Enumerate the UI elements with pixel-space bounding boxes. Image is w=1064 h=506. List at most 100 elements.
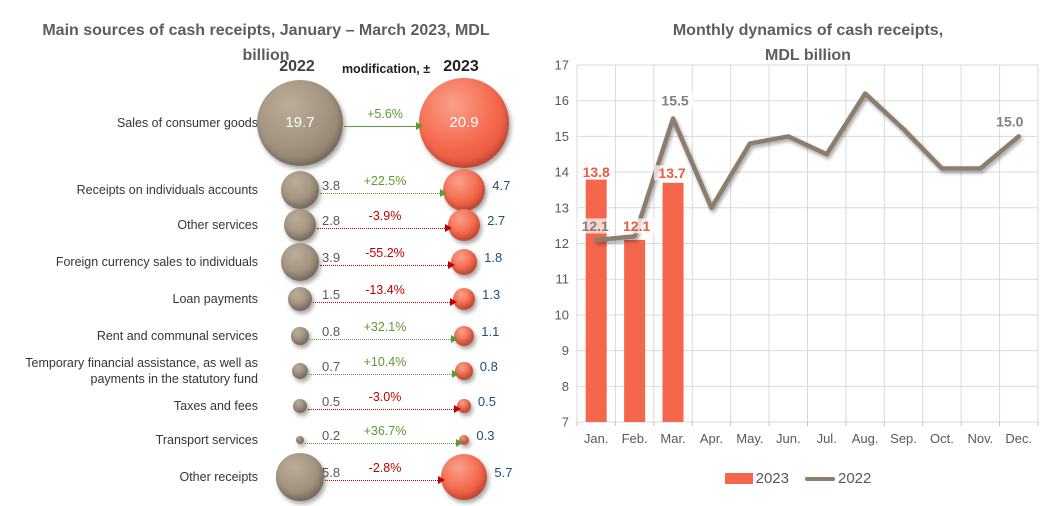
svg-text:Nov.: Nov.: [967, 431, 993, 446]
combo-chart-panel: Monthly dynamics of cash receipts, MDL bi…: [532, 0, 1064, 506]
legend-item-2022: 2022: [805, 470, 871, 487]
left-chart-title: Main sources of cash receipts, January –…: [2, 18, 530, 68]
left-chart-title-line1: Main sources of cash receipts, January –…: [42, 22, 490, 40]
svg-text:13.8: 13.8: [583, 164, 610, 180]
value-2022: 3.8: [322, 178, 341, 193]
value-2022: 19.7: [285, 114, 315, 132]
value-2022: 3.9: [322, 250, 341, 265]
row-label: Temporary financial assistance, as well …: [25, 356, 258, 386]
bubble-2023: [452, 287, 476, 311]
legend-swatch-2022-line: [805, 476, 835, 481]
change-arrow: [324, 476, 445, 485]
svg-text:Jan.: Jan.: [584, 431, 609, 446]
change-pct: +32.1%: [363, 320, 407, 334]
svg-text:13: 13: [555, 200, 569, 215]
svg-text:9: 9: [562, 343, 569, 358]
change-arrow: [313, 298, 457, 307]
gridlines: [576, 64, 1039, 426]
right-chart-title-line2: MDL billion: [765, 47, 851, 65]
row-label: Receipts on individuals accounts: [76, 183, 258, 197]
svg-text:13.7: 13.7: [658, 165, 685, 181]
change-pct: +10.4%: [363, 355, 407, 369]
left-chart-title-line2: billion: [242, 47, 290, 65]
change-pct: +22.5%: [363, 174, 407, 188]
value-2023: 1.1: [481, 324, 500, 339]
legend-label-2023: 2023: [755, 470, 789, 487]
change-arrow: [309, 370, 460, 379]
value-2023: 2.7: [487, 213, 506, 228]
value-2022: 0.2: [322, 428, 341, 443]
value-2023: 1.3: [482, 287, 501, 302]
change-pct: +36.7%: [363, 424, 407, 438]
svg-text:7: 7: [562, 415, 569, 430]
value-2023: 4.7: [492, 178, 511, 193]
bubble-2022: [291, 327, 309, 345]
bubble-2022: [276, 453, 324, 501]
row-label: Rent and communal services: [96, 329, 258, 343]
data-labels: 13.8 12.1 13.7 12.1 15.5 15.0: [577, 93, 1028, 234]
row-label: Other receipts: [179, 470, 258, 484]
legend-item-2023: 2023: [724, 470, 789, 487]
svg-text:15.5: 15.5: [661, 93, 688, 109]
right-chart-title: Monthly dynamics of cash receipts, MDL bi…: [562, 18, 1054, 68]
svg-text:Aug.: Aug.: [852, 431, 879, 446]
change-arrow: [344, 122, 423, 131]
row-label: Transport services: [155, 433, 258, 447]
change-arrow: [305, 439, 463, 448]
bubble-chart-panel: Main sources of cash receipts, January –…: [2, 18, 530, 501]
svg-text:16: 16: [555, 93, 569, 108]
legend-swatch-2023-bar: [724, 473, 753, 484]
change-pct: -2.8%: [368, 461, 402, 475]
svg-text:8: 8: [562, 379, 569, 394]
row-label: Taxes and fees: [173, 399, 258, 413]
bubble-2022: [295, 435, 305, 445]
value-2023: 1.8: [484, 250, 503, 265]
change-pct: -55.2%: [365, 246, 405, 260]
row-label: Sales of consumer goods: [116, 116, 258, 130]
svg-text:17: 17: [555, 58, 569, 73]
svg-text:Dec.: Dec.: [1005, 431, 1032, 446]
value-2023: 0.3: [476, 428, 495, 443]
svg-text:12.1: 12.1: [582, 218, 609, 234]
bubble-2023: 20.9: [419, 78, 509, 168]
value-2023: 0.8: [479, 359, 498, 374]
bubble-2022: [280, 242, 320, 282]
svg-text:11: 11: [556, 272, 570, 287]
column-header-modification: modification, ±: [341, 62, 431, 76]
bars-2023: [585, 179, 684, 422]
svg-text:Jun.: Jun.: [776, 431, 801, 446]
value-2022: 5.8: [322, 465, 341, 480]
bubble-2023: [458, 434, 470, 446]
bubble-2022: [283, 208, 317, 242]
svg-text:Feb.: Feb.: [622, 431, 648, 446]
value-2022: 0.8: [322, 324, 341, 339]
change-pct: -3.9%: [368, 209, 402, 223]
bubble-2023: [455, 362, 473, 380]
svg-text:14: 14: [555, 165, 569, 180]
bubble-2023: [453, 325, 475, 347]
chart-legend: 2023 2022: [532, 470, 1064, 487]
row-label: Loan payments: [172, 292, 258, 306]
change-arrow: [317, 224, 453, 233]
legend-label-2022: 2022: [838, 470, 872, 487]
value-2023: 0.5: [477, 394, 496, 409]
bubble-2022: [287, 286, 312, 311]
svg-text:May.: May.: [736, 431, 763, 446]
value-2023: 20.9: [449, 114, 479, 132]
value-2023: 5.7: [494, 465, 513, 480]
change-arrow: [307, 405, 462, 414]
line-2022: [593, 91, 1022, 243]
change-arrow: [320, 261, 456, 270]
row-label: Other services: [177, 218, 258, 232]
svg-text:12.1: 12.1: [623, 218, 650, 234]
bubble-2023: [450, 248, 478, 276]
svg-text:10: 10: [555, 307, 569, 322]
bubble-2022: 19.7: [256, 79, 344, 167]
value-2022: 2.8: [322, 213, 341, 228]
value-2022: 0.5: [322, 394, 341, 409]
value-2022: 0.7: [322, 359, 341, 374]
svg-text:Oct.: Oct.: [930, 431, 954, 446]
svg-text:Apr.: Apr.: [700, 431, 723, 446]
